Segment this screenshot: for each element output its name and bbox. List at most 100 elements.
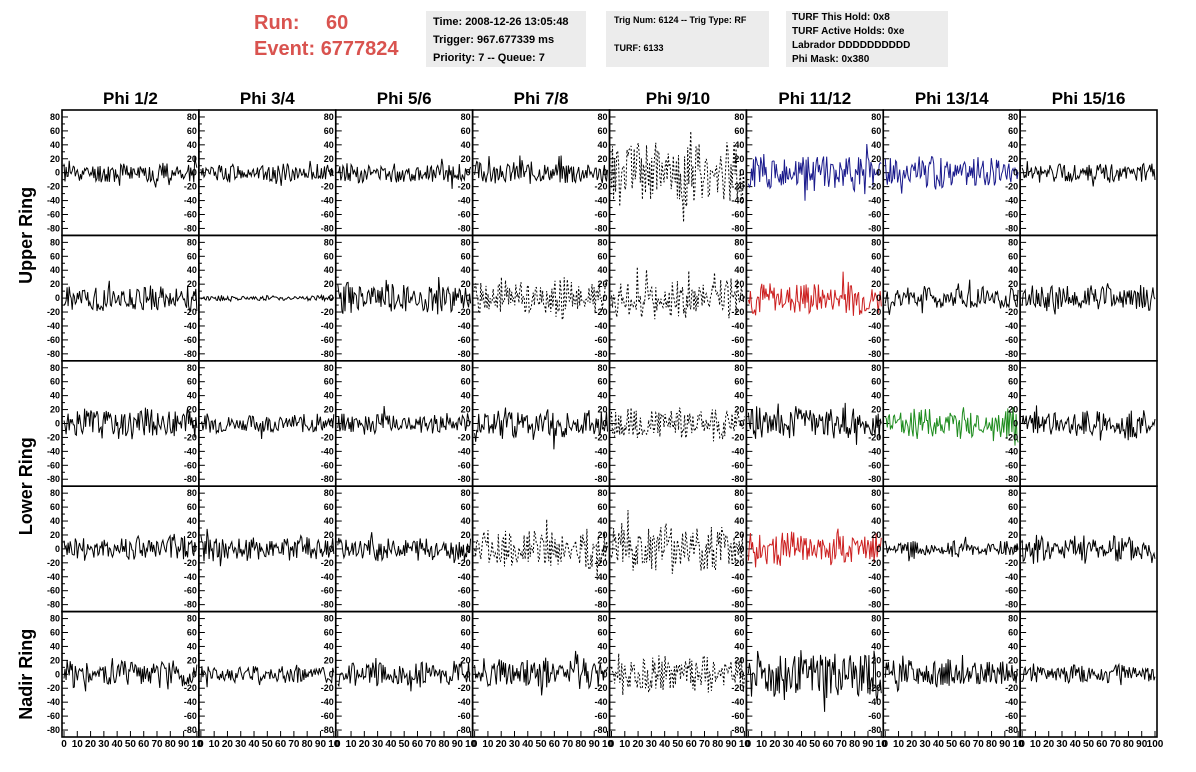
y-tick-label: -80 [321, 349, 334, 359]
y-tick-label: 80 [1008, 363, 1018, 373]
y-tick-label: 0 [1013, 669, 1018, 679]
y-tick-label: 40 [50, 391, 60, 401]
waveform-panel: 80 60 40 20 0 -20 -40 -60 -80 [458, 610, 611, 738]
y-tick-label: -20 [594, 432, 607, 442]
run-event-header: Run: 60 Event: 6777824 [254, 10, 399, 62]
y-tick-label: -20 [1005, 683, 1018, 693]
y-tick-label: 40 [734, 516, 744, 526]
y-tick-label: 80 [187, 363, 197, 373]
y-tick-label: 0 [329, 669, 334, 679]
x-tick-label: 50 [536, 739, 548, 750]
y-tick-label: 60 [1008, 502, 1018, 512]
y-tick-label: -20 [184, 307, 197, 317]
y-tick-label: -20 [321, 432, 334, 442]
y-axis: 80 60 40 20 0 -20 -40 -60 -80 [868, 360, 890, 487]
y-axis: 80 60 40 20 0 -20 -40 -60 -80 [184, 485, 205, 613]
y-tick-label: 20 [324, 279, 334, 289]
x-tick-label: 10 [465, 739, 477, 750]
y-axis: 80 60 40 20 0 -20 -40 -60 -80 [594, 611, 616, 738]
waveform-panel: 80 60 40 20 0 -20 -40 -60 -80 [731, 109, 885, 237]
y-tick-label: -60 [594, 711, 607, 721]
x-tick-label: 60 [138, 739, 150, 750]
y-tick-label: -40 [868, 572, 881, 582]
y-tick-label: 20 [1008, 655, 1018, 665]
time-text: Time: 2008-12-26 13:05:48 [433, 16, 569, 28]
y-tick-label: 80 [461, 614, 471, 624]
y-tick-label: 0 [876, 168, 881, 178]
y-tick-label: 20 [734, 154, 744, 164]
y-tick-label: -40 [47, 446, 60, 456]
x-tick-label: 10 [1013, 739, 1025, 750]
y-axis: 80 60 40 20 0 -20 -40 -60 -80 [184, 234, 205, 362]
y-tick-label: -20 [731, 182, 744, 192]
y-tick-label: 80 [1008, 488, 1018, 498]
y-tick-label: -80 [1005, 349, 1018, 359]
y-tick-label: 20 [461, 154, 471, 164]
x-tick-label: 80 [712, 739, 724, 750]
y-tick-label: -60 [1005, 460, 1018, 470]
y-axis: 80 60 40 20 0 -20 -40 -60 -80 [47, 109, 68, 236]
waveform-panel: 80 60 40 20 0 -20 -40 -60 -80 [594, 359, 748, 487]
x-tick-label: 90 [178, 739, 190, 750]
waveform-panel: 80 60 40 20 0 -20 -40 -60 -80 [458, 234, 611, 362]
y-tick-label: 80 [324, 363, 334, 373]
y-tick-label: 60 [734, 377, 744, 387]
y-tick-label: -60 [458, 586, 471, 596]
waveform-trace [747, 143, 882, 201]
y-tick-label: -40 [731, 697, 744, 707]
y-tick-label: -60 [184, 460, 197, 470]
y-tick-label: 80 [50, 112, 60, 122]
y-tick-label: -60 [594, 460, 607, 470]
waveform-panel: 80 60 40 20 0 -20 -40 -60 -80 [321, 610, 474, 738]
y-tick-label: 80 [871, 112, 881, 122]
x-tick-label: 30 [372, 739, 384, 750]
y-tick-label: -40 [731, 196, 744, 206]
y-tick-label: 40 [324, 641, 334, 651]
y-tick-label: 80 [597, 488, 607, 498]
x-tick-label: 10 [893, 739, 905, 750]
y-tick-label: -80 [1005, 474, 1018, 484]
x-tick-label: 60 [275, 739, 287, 750]
y-tick-label: 20 [50, 405, 60, 415]
x-tick-label: 70 [973, 739, 985, 750]
y-tick-label: 0 [876, 669, 881, 679]
waveform-panel: 80 60 40 20 0 -20 -40 -60 -80 [731, 359, 885, 487]
y-tick-label: -20 [1005, 432, 1018, 442]
y-tick-label: 20 [734, 405, 744, 415]
waveform-panel: 80 60 40 20 0 -20 -40 -60 -80 [1005, 109, 1158, 237]
x-tick-label: 40 [933, 739, 945, 750]
y-tick-label: 0 [329, 419, 334, 429]
y-tick-label: -60 [731, 711, 744, 721]
y-tick-label: 40 [187, 391, 197, 401]
x-tick-label: 70 [836, 739, 848, 750]
y-tick-label: -20 [731, 683, 744, 693]
panel-frame [471, 234, 611, 362]
waveform-trace [1021, 283, 1156, 315]
x-tick-label: 50 [672, 739, 684, 750]
y-tick-label: 80 [324, 237, 334, 247]
phi-column-heading: Phi 13/14 [915, 89, 989, 108]
y-axis: 80 60 40 20 0 -20 -40 -60 -80 [1005, 109, 1027, 236]
y-tick-label: -60 [731, 335, 744, 345]
y-tick-label: 80 [1008, 614, 1018, 624]
waveform-panel: 80 60 40 20 0 -20 -40 -60 -80 [868, 610, 1021, 738]
y-axis: 80 60 40 20 0 -20 -40 -60 -80 [594, 485, 616, 613]
y-tick-label: 40 [1008, 265, 1018, 275]
y-tick-label: -60 [1005, 586, 1018, 596]
y-axis: 80 60 40 20 0 -20 -40 -60 -80 [321, 611, 342, 738]
waveform-trace [611, 653, 745, 696]
y-tick-label: 80 [187, 112, 197, 122]
y-tick-label: -80 [47, 725, 60, 735]
y-axis: 80 60 40 20 0 -20 -40 -60 -80 [321, 485, 342, 613]
x-tick-label: 0 [61, 739, 67, 750]
x-tick-label: 10 [739, 739, 751, 750]
waveform-trace [200, 664, 335, 688]
y-tick-label: 60 [871, 377, 881, 387]
y-tick-label: 40 [461, 265, 471, 275]
y-tick-label: -80 [184, 600, 197, 610]
y-tick-label: 40 [461, 391, 471, 401]
run-value: 60 [326, 12, 349, 34]
y-tick-label: 0 [876, 544, 881, 554]
y-tick-label: -40 [321, 697, 334, 707]
y-tick-label: -20 [321, 182, 334, 192]
